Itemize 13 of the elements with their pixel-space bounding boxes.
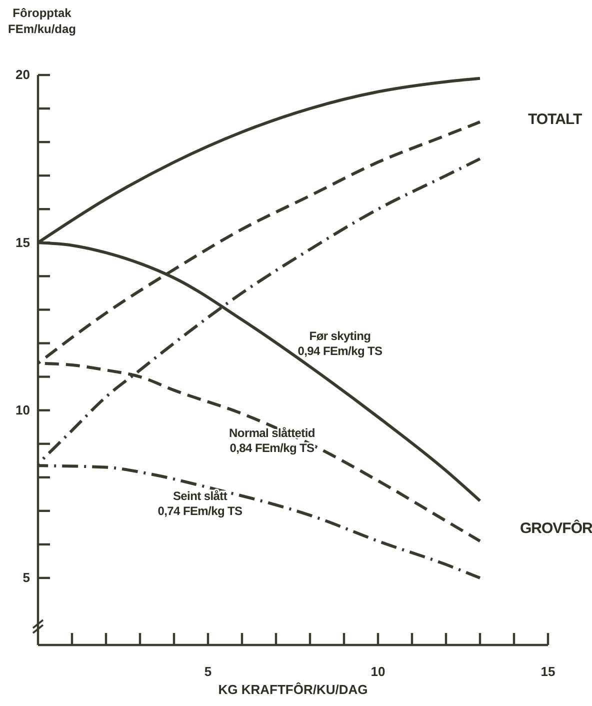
x-tick-label: 15 [540, 664, 556, 680]
x-axis-title: KG KRAFTFÔR/KU/DAG [218, 682, 368, 697]
y-tick-label: 10 [16, 402, 30, 418]
annotation: TOTALT [528, 111, 582, 128]
annotation: GROVFÔR [520, 519, 592, 537]
y-tick-label: 5 [22, 570, 30, 586]
x-tick-label: 5 [204, 664, 212, 680]
annotation: Før skyting 0,94 FEm/kg TS [298, 329, 383, 358]
x-tick-label: 10 [370, 664, 386, 680]
y-tick-label: 20 [16, 67, 30, 82]
annotation: Seint slått 0,74 FEm/kg TS [158, 489, 243, 518]
y-tick-label: 15 [16, 234, 30, 250]
y-axis-title: Fôropptak FEm/ku/dag [8, 6, 76, 36]
